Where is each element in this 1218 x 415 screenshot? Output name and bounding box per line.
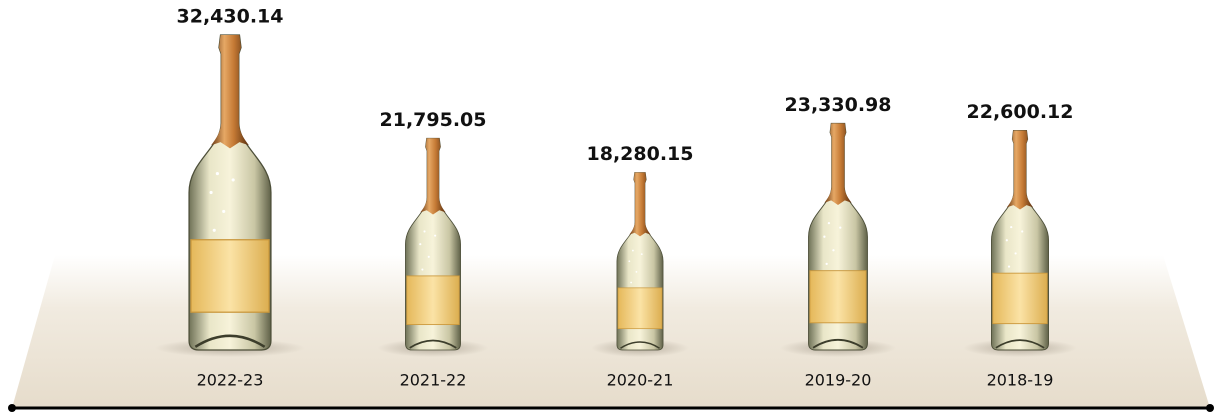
bottle-label bbox=[810, 271, 866, 323]
bottle-foil bbox=[1007, 130, 1033, 209]
bubble bbox=[1021, 230, 1023, 232]
value-label: 18,280.15 bbox=[587, 143, 694, 165]
bubble bbox=[419, 243, 421, 245]
bottle bbox=[809, 123, 868, 350]
bubble bbox=[839, 226, 841, 228]
bubble bbox=[1010, 226, 1012, 228]
bubble bbox=[210, 191, 213, 194]
bottle-foil bbox=[211, 35, 249, 148]
bubble bbox=[1015, 252, 1017, 254]
bottle-label bbox=[993, 273, 1047, 323]
bottle-label bbox=[407, 276, 460, 325]
bubble bbox=[232, 178, 235, 181]
bubble bbox=[636, 271, 638, 273]
bubble bbox=[828, 222, 830, 224]
bottle bbox=[617, 172, 663, 350]
value-label: 23,330.98 bbox=[785, 94, 892, 116]
bubble bbox=[1008, 265, 1010, 267]
bubble bbox=[632, 250, 634, 252]
bubble bbox=[630, 282, 632, 284]
category-label: 2022-23 bbox=[197, 371, 264, 390]
bubble bbox=[1006, 239, 1008, 241]
bubble bbox=[434, 235, 436, 237]
bubble bbox=[832, 249, 834, 251]
bubble bbox=[823, 236, 825, 238]
category-label: 2021-22 bbox=[400, 371, 467, 390]
base-dot bbox=[8, 404, 16, 412]
value-label: 22,600.12 bbox=[967, 101, 1074, 123]
category-label: 2019-20 bbox=[805, 371, 872, 390]
base-dot bbox=[1206, 404, 1214, 412]
bubble bbox=[423, 230, 425, 232]
bottle-foil bbox=[824, 123, 851, 205]
value-label: 21,795.05 bbox=[380, 109, 487, 131]
category-label: 2020-21 bbox=[607, 371, 674, 390]
bottle-foil bbox=[629, 172, 650, 236]
bottle-label bbox=[618, 288, 662, 329]
bubble bbox=[216, 172, 219, 175]
chart: 32,430.14 2022-23 21,795.05 2021-22 18,280.1… bbox=[0, 0, 1218, 415]
bubble bbox=[421, 268, 423, 270]
bubble bbox=[641, 253, 643, 255]
bottle-label bbox=[191, 240, 269, 312]
bubble bbox=[428, 256, 430, 258]
bubble bbox=[826, 263, 828, 265]
bottle bbox=[189, 35, 271, 350]
category-label: 2018-19 bbox=[987, 371, 1054, 390]
value-label: 32,430.14 bbox=[177, 6, 284, 28]
bottle bbox=[405, 138, 460, 350]
bottle-foil bbox=[420, 138, 445, 214]
bubble bbox=[628, 260, 630, 262]
bottle bbox=[991, 130, 1048, 350]
bubble bbox=[213, 229, 216, 232]
bubble bbox=[222, 210, 225, 213]
